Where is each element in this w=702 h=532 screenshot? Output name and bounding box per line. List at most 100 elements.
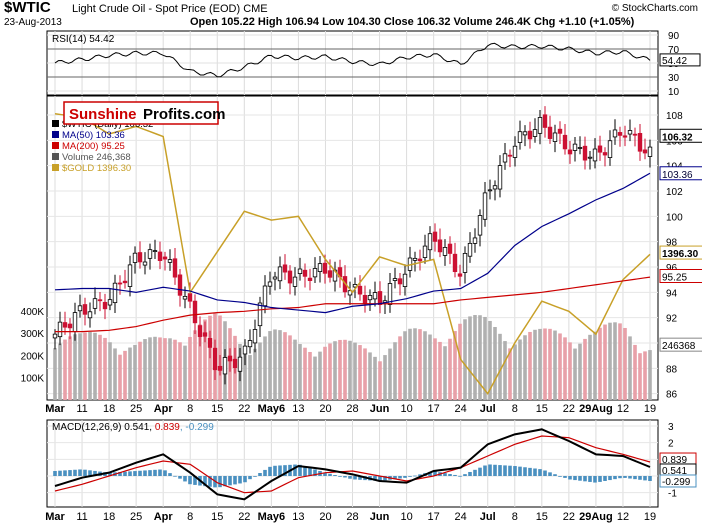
- candle-body: [647, 146, 653, 157]
- volume-bar: [103, 337, 107, 400]
- volume-bar: [88, 331, 92, 400]
- x-axis-label: 29Aug: [579, 511, 613, 523]
- volume-bar: [128, 347, 132, 400]
- candle-body: [57, 321, 63, 338]
- macd-histogram-bar: [163, 470, 167, 476]
- macd-histogram-bar: [403, 476, 407, 478]
- volume-bar: [603, 324, 607, 400]
- macd-histogram-bar: [173, 475, 177, 477]
- volume-bar: [503, 341, 507, 400]
- ticker-symbol: $WTIC: [4, 0, 51, 16]
- histogram-value: , -0.299: [180, 422, 214, 433]
- candle-body: [112, 282, 118, 304]
- price-tick-label: 108: [666, 111, 683, 122]
- rsi-tick-label: 70: [668, 45, 680, 56]
- volume-bar: [473, 315, 477, 400]
- logo-part2: Profits.com: [143, 106, 226, 123]
- macd-histogram-bar: [278, 465, 282, 476]
- legend-entry: Volume 246,368: [62, 152, 131, 163]
- volume-bar: [163, 338, 167, 400]
- volume-bar: [248, 355, 252, 400]
- macd-histogram-bar: [78, 469, 82, 476]
- x-axis-label: 13: [292, 511, 304, 523]
- price-tag-label: 246368: [662, 341, 696, 352]
- macd-histogram-bar: [618, 476, 622, 479]
- macd-histogram-bar: [68, 470, 72, 476]
- candle-body: [167, 259, 173, 263]
- candle-body: [272, 276, 278, 280]
- candle-body: [52, 333, 58, 339]
- macd-histogram-bar: [88, 470, 92, 476]
- volume-bar: [198, 324, 202, 400]
- candle-body: [472, 237, 478, 244]
- macd-histogram-bar: [293, 464, 297, 476]
- x-axis-label: 8: [187, 403, 193, 415]
- volume-bar: [83, 332, 87, 400]
- candle-body: [422, 245, 428, 258]
- candle-body: [372, 292, 378, 300]
- volume-bar: [533, 329, 537, 400]
- macd-histogram-bar: [138, 470, 142, 476]
- volume-bar: [268, 331, 272, 400]
- macd-histogram-bar: [308, 467, 312, 476]
- volume-bar: [633, 344, 637, 400]
- candle-body: [117, 282, 123, 285]
- candle-body: [162, 256, 168, 260]
- macd-tag-label: 0.541: [662, 466, 687, 477]
- macd-histogram-bar: [518, 466, 522, 476]
- x-axis-label: 24: [455, 511, 467, 523]
- volume-bar: [123, 350, 127, 400]
- x-axis-label: 20: [319, 511, 331, 523]
- x-axis-label: Jul: [480, 511, 496, 523]
- price-tick-label: 98: [666, 238, 678, 249]
- price-tag-label: 106.32: [662, 132, 693, 143]
- macd-histogram-bar: [128, 471, 132, 476]
- candle-body: [622, 135, 628, 138]
- x-axis-label: May6: [258, 403, 286, 415]
- macd-value: 0.541,: [124, 422, 155, 433]
- macd-histogram-bar: [333, 475, 337, 476]
- macd-histogram-bar: [588, 476, 592, 482]
- candle-body: [182, 295, 188, 300]
- volume-bar: [273, 329, 277, 400]
- candle-body: [62, 322, 68, 328]
- macd-histogram-bar: [418, 474, 422, 476]
- candle-body: [532, 129, 538, 137]
- candle-body: [527, 130, 533, 140]
- volume-bar: [418, 329, 422, 400]
- volume-bar: [193, 330, 197, 400]
- volume-bar: [498, 333, 502, 400]
- macd-histogram-bar: [598, 476, 602, 482]
- x-axis-label: 11: [76, 511, 87, 523]
- volume-bar: [73, 334, 77, 400]
- volume-bar: [93, 332, 97, 400]
- x-axis-label: 22: [563, 403, 575, 415]
- candle-body: [292, 276, 298, 287]
- candle-body: [207, 338, 213, 348]
- candle-body: [417, 258, 423, 262]
- rsi-last-value: 54.42: [662, 56, 687, 67]
- macd-histogram-bar: [473, 469, 477, 476]
- rsi-line: [54, 42, 651, 78]
- price-tick-label: 96: [666, 263, 678, 274]
- volume-bar: [243, 351, 247, 400]
- macd-histogram-bar: [253, 476, 257, 477]
- macd-histogram-bar: [558, 476, 562, 477]
- candle-body: [487, 189, 493, 192]
- macd-histogram-bar: [533, 468, 537, 476]
- macd-histogram-bar: [133, 471, 137, 476]
- candle-body: [247, 340, 253, 348]
- x-axis-label: 19: [644, 511, 656, 523]
- volume-bar: [338, 339, 342, 400]
- x-axis-label: Mar: [45, 511, 65, 523]
- candle-body: [252, 329, 258, 344]
- x-axis-label: 12: [617, 403, 629, 415]
- volume-bar: [573, 348, 577, 400]
- logo-box: [63, 101, 219, 125]
- volume-bar: [203, 319, 207, 400]
- x-axis-label: 8: [512, 403, 518, 415]
- volume-bar: [378, 361, 382, 400]
- volume-bar: [443, 346, 447, 400]
- volume-bar: [613, 322, 617, 400]
